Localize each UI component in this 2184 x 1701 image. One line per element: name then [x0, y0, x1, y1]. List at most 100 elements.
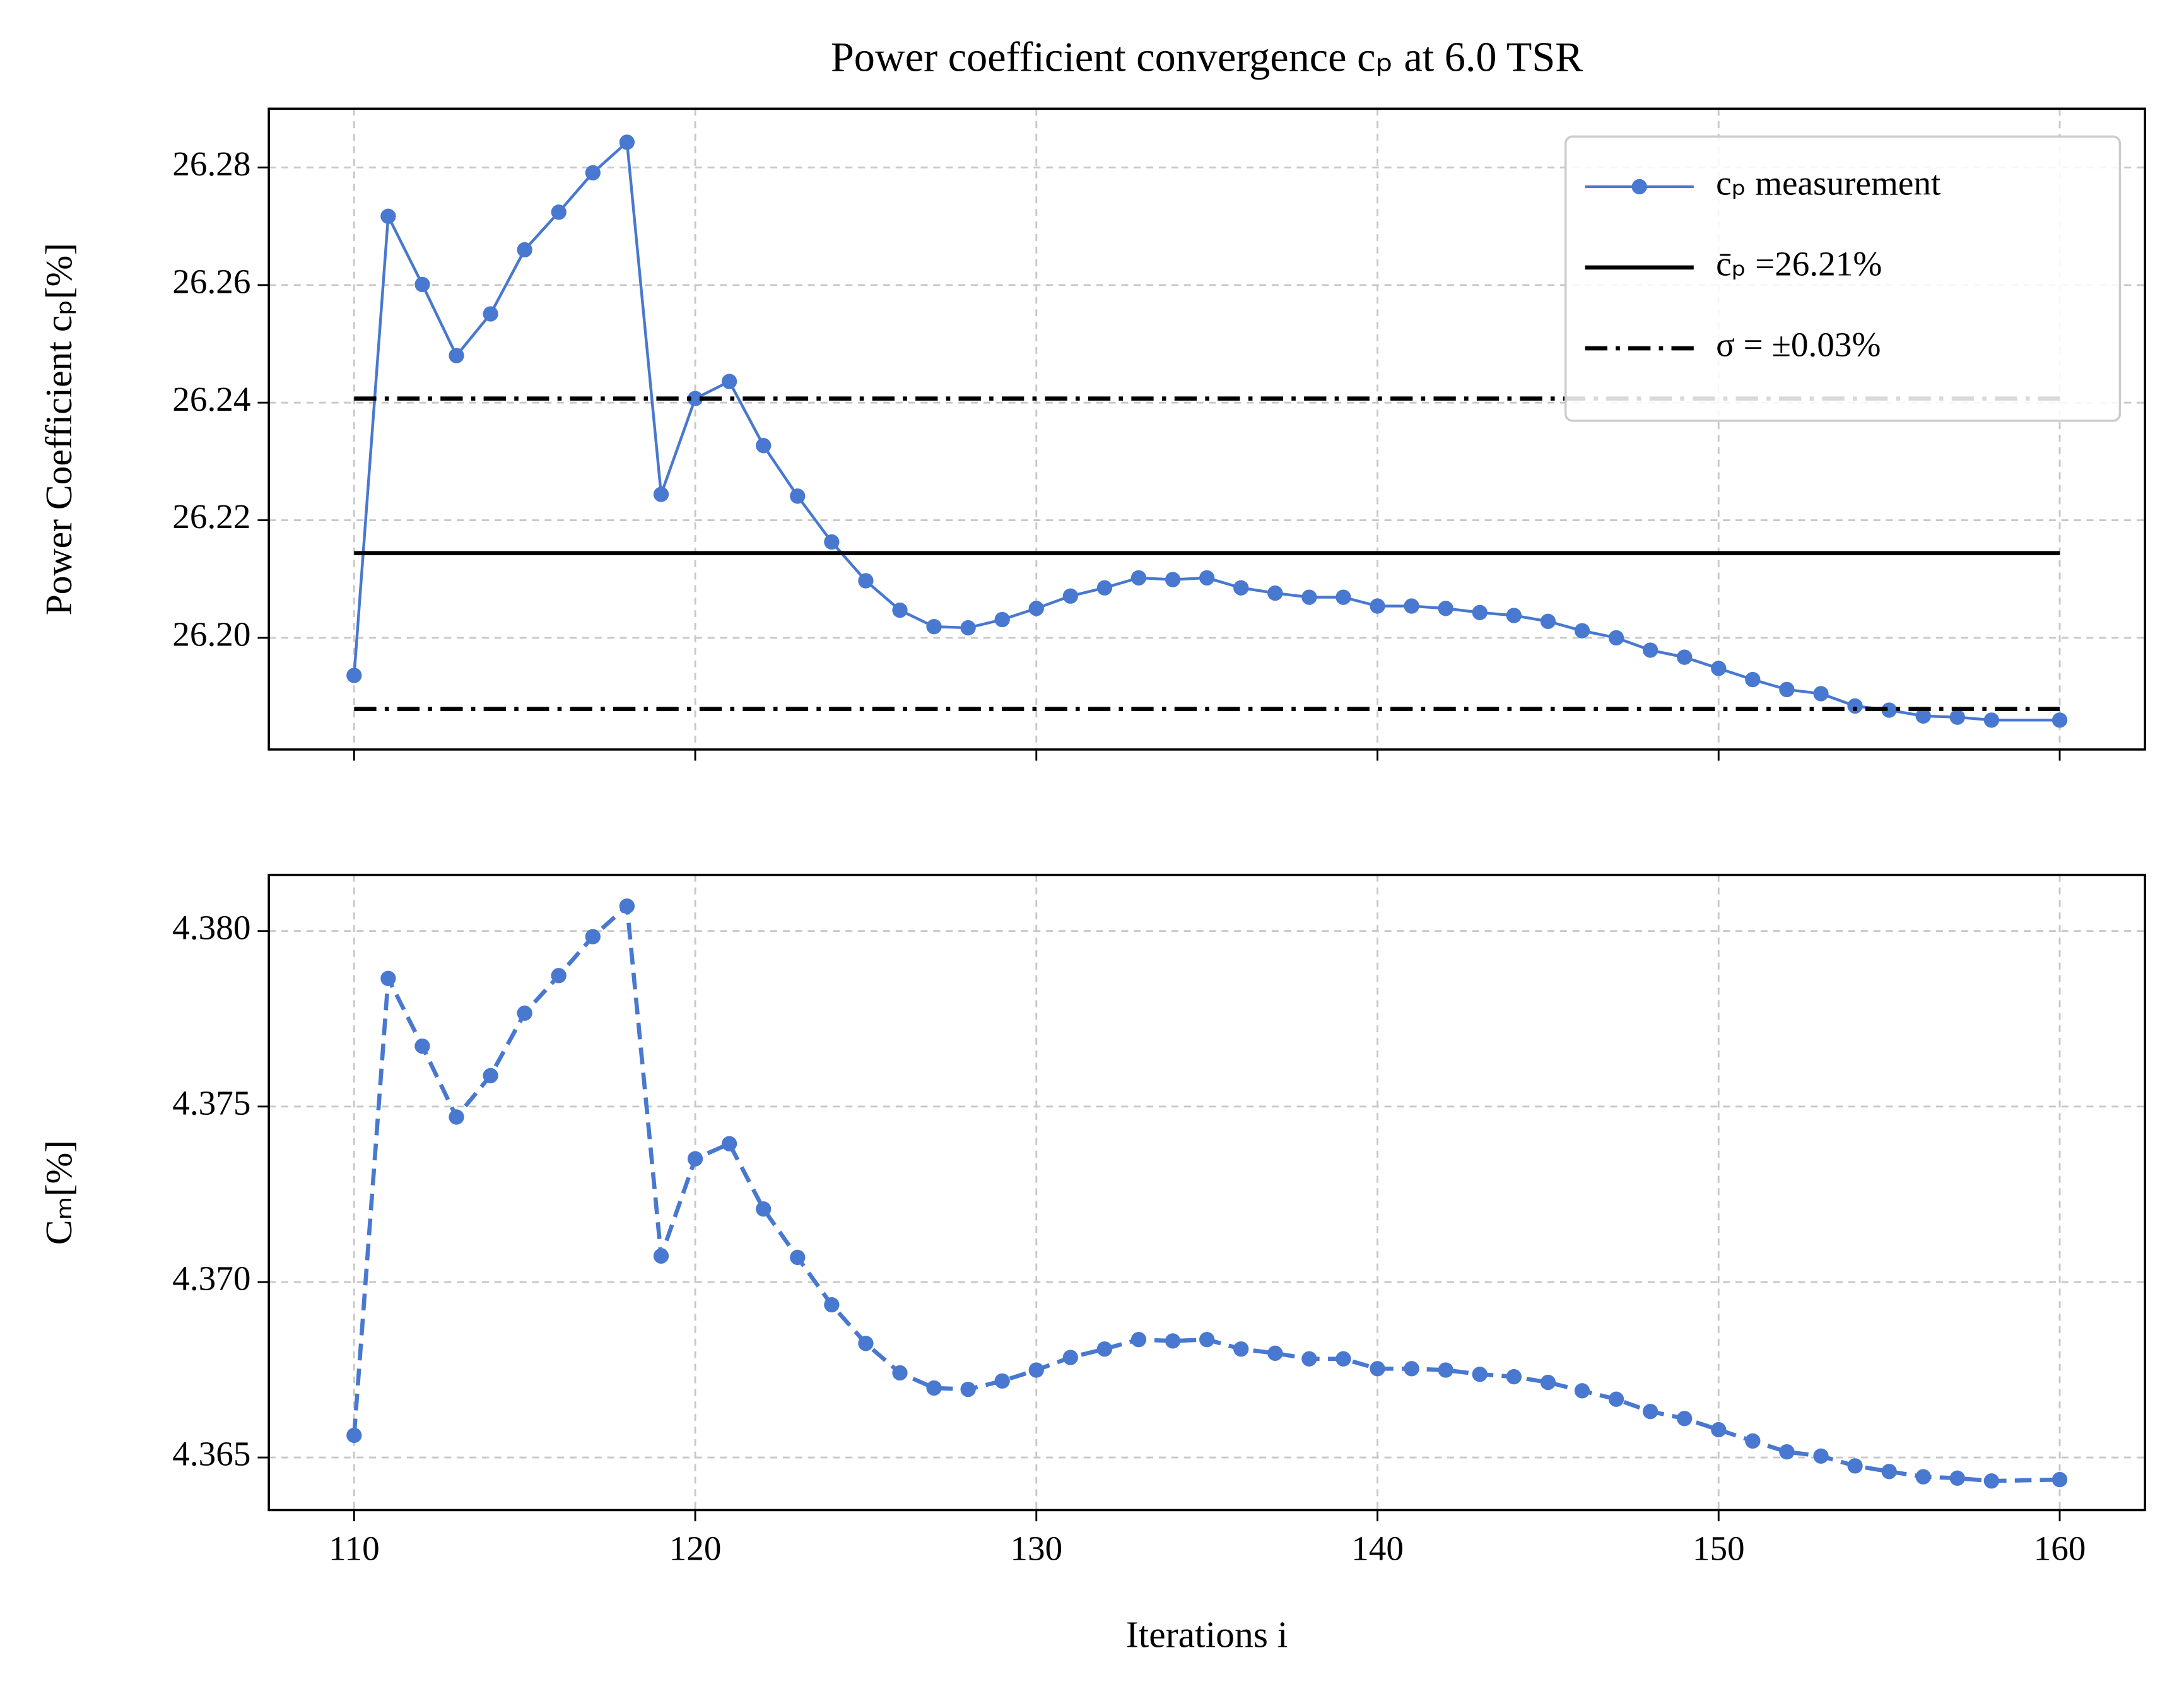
data-point [2052, 712, 2068, 728]
legend-marker [1631, 179, 1647, 195]
data-point [1233, 580, 1249, 596]
plot-frame [267, 873, 2146, 1512]
data-point [1711, 661, 1727, 676]
legend-box [1564, 135, 2122, 422]
data-point [585, 165, 601, 180]
x-tick-label: 120 [669, 1529, 722, 1567]
data-point [756, 1201, 772, 1217]
data-point [1574, 1383, 1590, 1399]
data-point [551, 968, 567, 984]
data-point [380, 970, 396, 986]
legend-label: cₚ measurement [1716, 164, 1941, 203]
data-point [1438, 1362, 1453, 1378]
data-point [1336, 1351, 1351, 1367]
data-point [1745, 1433, 1761, 1449]
data-point [1404, 1361, 1419, 1377]
data-point [1983, 1473, 1999, 1489]
data-point [1608, 1391, 1624, 1407]
data-point [1915, 1469, 1931, 1485]
data-point [1130, 1331, 1147, 1348]
y-tick-label: 26.24 [172, 380, 250, 418]
data-point [1915, 708, 1931, 724]
data-point [1779, 681, 1795, 698]
data-point [687, 1151, 703, 1167]
data-point [960, 1381, 976, 1398]
data-point [1472, 604, 1488, 620]
data-point [585, 929, 601, 945]
data-point [926, 1380, 942, 1396]
data-point [1642, 1403, 1659, 1420]
data-point [892, 602, 908, 618]
data-point [1130, 570, 1147, 586]
data-point [1028, 601, 1044, 616]
data-point [1370, 598, 1385, 614]
data-point [994, 611, 1010, 628]
chart-title: Power coefficient convergence cₚ at 6.0 … [831, 34, 1583, 80]
y-tick-label: 26.22 [172, 497, 250, 536]
data-point [994, 1373, 1010, 1389]
data-point [824, 534, 840, 550]
data-point [858, 1336, 874, 1351]
y-tick-label: 26.26 [172, 262, 250, 300]
data-point [1267, 585, 1283, 601]
data-point [449, 348, 464, 363]
data-point [653, 1248, 669, 1264]
y-tick-label: 4.365 [172, 1435, 250, 1473]
legend-label: c̄ₚ =26.21% [1716, 245, 1882, 283]
data-point [414, 1038, 430, 1054]
data-point [380, 208, 396, 224]
data-point [1233, 1341, 1249, 1357]
data-point [1608, 630, 1624, 646]
x-tick-label: 160 [2034, 1529, 2086, 1567]
data-point [1267, 1345, 1283, 1361]
y-tick-label: 4.375 [172, 1083, 250, 1122]
data-point [1540, 613, 1556, 629]
data-point [1506, 608, 1522, 623]
data-point [1336, 589, 1351, 605]
data-point [1779, 1444, 1795, 1460]
data-point [1096, 1341, 1113, 1357]
data-point [721, 374, 737, 389]
data-point [483, 306, 498, 322]
data-point [346, 668, 362, 683]
data-point [653, 486, 669, 502]
data-point [858, 573, 874, 589]
data-point [1028, 1362, 1044, 1378]
x-tick-label: 110 [329, 1529, 380, 1567]
data-point [790, 1249, 806, 1266]
legend-label: σ = ±0.03% [1716, 326, 1881, 364]
data-point [1813, 686, 1829, 702]
data-point [1881, 702, 1897, 718]
data-point [892, 1365, 908, 1381]
data-point [2052, 1471, 2068, 1488]
data-point [1642, 642, 1659, 658]
y-tick-label: 26.28 [172, 144, 250, 183]
data-point [1813, 1448, 1829, 1464]
data-point [926, 619, 942, 635]
data-point [1199, 1331, 1215, 1348]
data-point [1165, 1333, 1181, 1349]
data-point [1062, 1350, 1079, 1365]
data-point [551, 204, 567, 220]
data-point [1949, 709, 1965, 725]
data-point [1506, 1368, 1522, 1385]
data-point [1949, 1470, 1965, 1486]
data-point [1301, 1351, 1317, 1367]
data-point [619, 898, 635, 914]
data-point [414, 276, 430, 293]
data-point [1062, 588, 1079, 604]
y-tick-label: 4.370 [172, 1259, 250, 1298]
data-point [483, 1068, 498, 1083]
data-point [1096, 580, 1113, 596]
data-point [1711, 1421, 1727, 1438]
x-tick-label: 140 [1351, 1529, 1404, 1567]
data-point [1574, 623, 1590, 639]
data-point [1983, 712, 1999, 728]
y-tick-label: 4.380 [172, 908, 250, 946]
y-axis-label: Power Coefficient cₚ[%] [38, 243, 79, 616]
data-point [721, 1136, 737, 1151]
data-point [1677, 1411, 1693, 1427]
y-tick-label: 26.20 [172, 615, 250, 654]
data-point [619, 134, 635, 150]
